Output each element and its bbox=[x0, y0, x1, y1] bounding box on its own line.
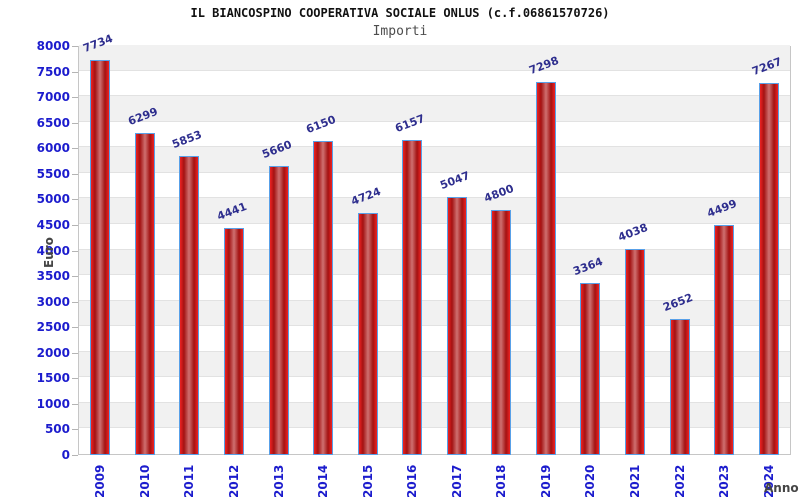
x-tick-label: 2020 bbox=[583, 464, 598, 498]
y-tick-mark bbox=[72, 276, 78, 278]
y-tick-mark bbox=[72, 455, 78, 456]
y-tick-mark bbox=[72, 224, 78, 226]
bar bbox=[134, 132, 155, 455]
x-tick-label: 2011 bbox=[182, 464, 197, 498]
y-tick-label: 1500 bbox=[36, 371, 70, 386]
y-tick-mark bbox=[72, 122, 78, 124]
y-tick-mark bbox=[72, 250, 78, 252]
bar bbox=[268, 165, 289, 455]
y-tick-mark bbox=[72, 429, 78, 431]
gridline bbox=[79, 248, 790, 250]
x-tick-label: 2018 bbox=[494, 464, 509, 498]
y-tick-label: 4500 bbox=[36, 217, 70, 232]
bar bbox=[179, 155, 200, 455]
gridline bbox=[79, 376, 790, 378]
x-tick-label: 2023 bbox=[717, 464, 732, 498]
y-tick-label: 7000 bbox=[36, 90, 70, 105]
bar bbox=[758, 83, 779, 455]
gridline bbox=[79, 401, 790, 403]
y-tick-label: 1000 bbox=[36, 396, 70, 411]
bar bbox=[313, 140, 334, 455]
bar bbox=[625, 248, 646, 455]
y-tick-mark bbox=[72, 97, 78, 99]
plot-band bbox=[79, 96, 790, 122]
gridline bbox=[79, 120, 790, 122]
y-tick-label: 3500 bbox=[36, 269, 70, 284]
gridline bbox=[79, 325, 790, 327]
bar bbox=[714, 224, 735, 455]
plot-band bbox=[79, 121, 790, 148]
y-tick-mark bbox=[72, 403, 78, 405]
y-tick-mark bbox=[72, 148, 78, 150]
gridline bbox=[79, 146, 790, 148]
gridline bbox=[79, 222, 790, 224]
y-tick-mark bbox=[72, 352, 78, 354]
y-axis-title: Euro bbox=[42, 237, 56, 268]
y-tick-label: 0 bbox=[61, 448, 70, 462]
chart-title: IL BIANCOSPINO COOPERATIVA SOCIALE ONLUS… bbox=[190, 6, 610, 20]
x-axis-title: Anno bbox=[764, 481, 799, 495]
y-tick-mark bbox=[72, 301, 78, 303]
x-tick-label: 2021 bbox=[628, 464, 643, 498]
x-tick-label: 2014 bbox=[316, 464, 331, 498]
x-tick-label: 2017 bbox=[449, 464, 464, 498]
y-tick-mark bbox=[72, 173, 78, 175]
y-tick-mark bbox=[72, 378, 78, 380]
chart-subtitle: Importi bbox=[372, 24, 428, 39]
gridline bbox=[79, 69, 790, 71]
y-tick-label: 6000 bbox=[36, 141, 70, 156]
x-tick-label: 2012 bbox=[226, 464, 241, 498]
gridline bbox=[79, 274, 790, 276]
y-tick-mark bbox=[72, 327, 78, 329]
bar bbox=[402, 140, 423, 455]
x-tick-label: 2019 bbox=[538, 464, 553, 498]
y-tick-label: 8000 bbox=[36, 39, 70, 53]
gridline bbox=[79, 171, 790, 173]
gridline bbox=[79, 95, 790, 97]
plot-band bbox=[79, 45, 790, 71]
bar bbox=[90, 59, 111, 455]
y-tick-mark bbox=[72, 199, 78, 201]
bar bbox=[491, 209, 512, 455]
y-tick-label: 5500 bbox=[36, 166, 70, 181]
y-tick-mark bbox=[72, 46, 78, 47]
bar bbox=[223, 227, 244, 455]
x-tick-label: 2022 bbox=[672, 464, 687, 498]
bar bbox=[580, 283, 601, 455]
bar bbox=[535, 81, 556, 455]
x-tick-label: 2010 bbox=[137, 464, 152, 498]
x-tick-label: 2016 bbox=[405, 464, 420, 498]
y-tick-label: 500 bbox=[44, 422, 70, 437]
y-tick-mark bbox=[72, 71, 78, 73]
y-tick-label: 6500 bbox=[36, 115, 70, 130]
gridline bbox=[79, 427, 790, 429]
bar bbox=[446, 196, 467, 455]
gridline bbox=[79, 299, 790, 301]
plot-band bbox=[79, 70, 790, 97]
y-tick-label: 3000 bbox=[36, 294, 70, 309]
x-tick-label: 2013 bbox=[271, 464, 286, 498]
gridline bbox=[79, 350, 790, 352]
bar bbox=[357, 213, 378, 455]
y-tick-label: 7500 bbox=[36, 64, 70, 79]
y-tick-label: 2000 bbox=[36, 345, 70, 360]
gridline bbox=[79, 197, 790, 199]
x-tick-label: 2009 bbox=[93, 464, 108, 498]
y-tick-label: 5000 bbox=[36, 192, 70, 207]
x-tick-label: 2015 bbox=[360, 464, 375, 498]
y-tick-label: 4000 bbox=[36, 243, 70, 258]
bar bbox=[669, 319, 690, 455]
y-tick-label: 2500 bbox=[36, 320, 70, 335]
